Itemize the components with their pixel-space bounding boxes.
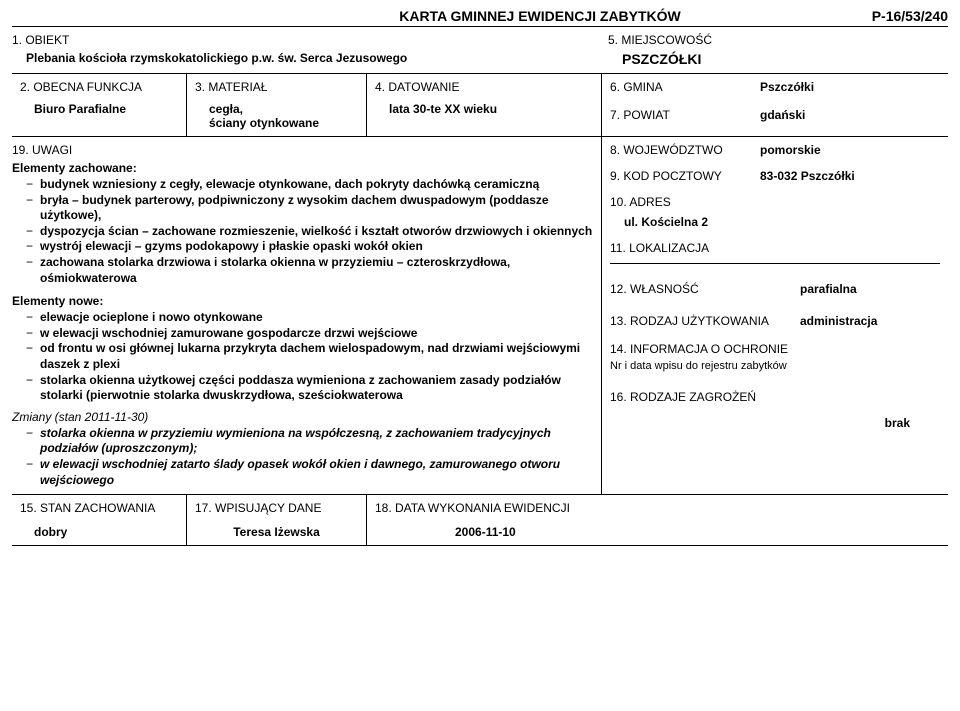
row-funkcja-material-datowanie-gmina: 2. OBECNA FUNKCJA Biuro Parafialne 3. MA… [12, 73, 948, 137]
stan-value: dobry [34, 525, 178, 539]
wojewodztwo-label: 8. WOJEWÓDZTWO [610, 143, 760, 157]
zmiany-title: Zmiany (stan 2011-11-30) [12, 410, 593, 424]
list-item: w elewacji wschodniej zatarto ślady opas… [26, 457, 593, 488]
row-bottom: 15. STAN ZACHOWANIA dobry 17. WPISUJĄCY … [12, 495, 948, 546]
powiat-row: 7. POWIAT gdański [610, 108, 940, 122]
wojewodztwo-row: 8. WOJEWÓDZTWO pomorskie [610, 143, 940, 157]
gmina-label: 6. GMINA [610, 80, 760, 94]
list-item: stolarka okienna użytkowej części poddas… [26, 373, 593, 404]
gmina-value: Pszczółki [760, 80, 814, 94]
list-item: zachowana stolarka drzwiowa i stolarka o… [26, 255, 593, 286]
rodzaj-uzytkowania-value: administracja [800, 314, 877, 328]
row-obiekt-miejscowosc: 1. OBIEKT Plebania kościoła rzymskokatol… [12, 33, 948, 67]
list-item: dyspozycja ścian – zachowane rozmieszeni… [26, 224, 593, 240]
header-title: KARTA GMINNEJ EWIDENCJI ZABYTKÓW [12, 8, 828, 24]
wlasnosc-row: 12. WŁASNOŚĆ parafialna [610, 282, 940, 296]
obiekt-value: Plebania kościoła rzymskokatolickiego p.… [26, 51, 608, 65]
obiekt-label: 1. OBIEKT [12, 33, 608, 47]
list-item: bryła – budynek parterowy, podpiwniczony… [26, 193, 593, 224]
row-uwagi-right: 19. UWAGI Elementy zachowane: budynek wz… [12, 137, 948, 495]
header: KARTA GMINNEJ EWIDENCJI ZABYTKÓW P-16/53… [12, 8, 948, 27]
wpisujacy-value: Teresa Iżewska [195, 525, 358, 539]
powiat-label: 7. POWIAT [610, 108, 760, 122]
zagrozenia-label: 16. RODZAJE ZAGROŻEŃ [610, 390, 940, 404]
informacja-ochrona-label: 14. INFORMACJA O OCHRONIE [610, 342, 940, 356]
zmiany-list: stolarka okienna w przyziemiu wymieniona… [12, 426, 593, 488]
gmina-row: 6. GMINA Pszczółki [610, 80, 940, 94]
kod-value: 83-032 Pszczółki [760, 169, 855, 183]
zachowane-list: budynek wzniesiony z cegły, elewacje oty… [12, 177, 593, 286]
rodzaj-uzytkowania-label: 13. RODZAJ UŻYTKOWANIA [610, 314, 800, 328]
zagrozenia-value: brak [610, 416, 940, 430]
kod-label: 9. KOD POCZTOWY [610, 169, 760, 183]
miejscowosc-value: PSZCZÓŁKI [622, 51, 948, 67]
wpisujacy-label: 17. WPISUJĄCY DANE [195, 501, 358, 515]
list-item: elewacje ocieplone i nowo otynkowane [26, 310, 593, 326]
stan-label: 15. STAN ZACHOWANIA [20, 501, 178, 515]
datowanie-value: lata 30-te XX wieku [389, 102, 593, 116]
wojewodztwo-value: pomorskie [760, 143, 821, 157]
list-item: budynek wzniesiony z cegły, elewacje oty… [26, 177, 593, 193]
powiat-value: gdański [760, 108, 805, 122]
data-wykonania-value: 2006-11-10 [455, 525, 940, 539]
uwagi-section: 19. UWAGI Elementy zachowane: budynek wz… [12, 137, 602, 494]
list-item: wystrój elewacji – gzyms podokapowy i pł… [26, 239, 593, 255]
adres-label: 10. ADRES [610, 195, 940, 209]
miejscowosc-label: 5. MIEJSCOWOŚĆ [608, 33, 948, 47]
datowanie-label: 4. DATOWANIE [375, 80, 593, 94]
zachowane-title: Elementy zachowane: [12, 161, 593, 175]
informacja-ochrona-sub: Nr i data wpisu do rejestru zabytków [610, 360, 940, 372]
nowe-list: elewacje ocieplone i nowo otynkowanew el… [12, 310, 593, 404]
nowe-title: Elementy nowe: [12, 294, 593, 308]
lokalizacja-label: 11. LOKALIZACJA [610, 241, 940, 255]
kod-row: 9. KOD POCZTOWY 83-032 Pszczółki [610, 169, 940, 183]
funkcja-value: Biuro Parafialne [34, 102, 178, 116]
list-item: w elewacji wschodniej zamurowane gospoda… [26, 326, 593, 342]
funkcja-label: 2. OBECNA FUNKCJA [20, 80, 178, 94]
header-code: P-16/53/240 [828, 8, 948, 24]
data-wykonania-label: 18. DATA WYKONANIA EWIDENCJI [375, 501, 940, 515]
material-value: cegła, ściany otynkowane [209, 102, 358, 130]
wlasnosc-value: parafialna [800, 282, 857, 296]
list-item: stolarka okienna w przyziemiu wymieniona… [26, 426, 593, 457]
wlasnosc-label: 12. WŁASNOŚĆ [610, 282, 800, 296]
list-item: od frontu w osi głównej lukarna przykryt… [26, 341, 593, 372]
right-column: 8. WOJEWÓDZTWO pomorskie 9. KOD POCZTOWY… [602, 137, 948, 494]
material-label: 3. MATERIAŁ [195, 80, 358, 94]
uwagi-label: 19. UWAGI [12, 143, 593, 157]
rodzaj-uzytkowania-row: 13. RODZAJ UŻYTKOWANIA administracja [610, 314, 940, 328]
adres-value: ul. Kościelna 2 [624, 215, 940, 229]
